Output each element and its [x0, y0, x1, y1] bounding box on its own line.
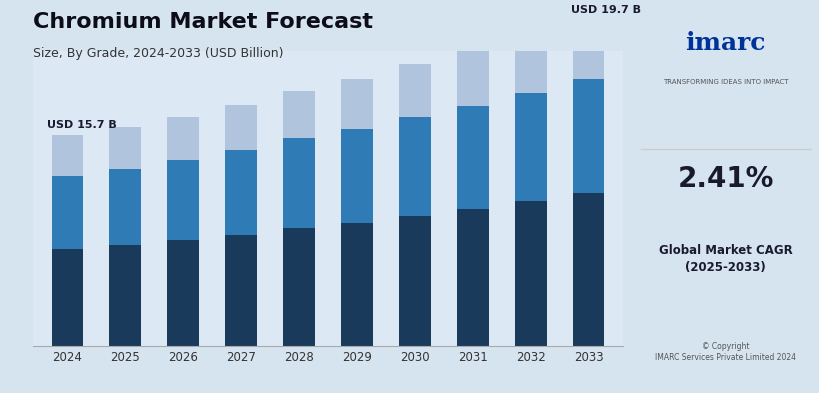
Bar [514, 201, 545, 346]
Bar [110, 245, 141, 346]
Bar [52, 136, 84, 176]
Bar [398, 216, 430, 346]
Bar [52, 176, 84, 250]
Bar [341, 79, 373, 129]
Bar [398, 117, 430, 216]
Bar [110, 169, 141, 245]
Text: USD 19.7 B: USD 19.7 B [570, 5, 640, 15]
Text: 2.41%: 2.41% [676, 165, 773, 193]
Bar [167, 117, 199, 160]
Bar [456, 51, 488, 106]
Bar [514, 93, 545, 201]
Text: TRANSFORMING IDEAS INTO IMPACT: TRANSFORMING IDEAS INTO IMPACT [662, 79, 788, 84]
Bar [341, 222, 373, 346]
Bar [283, 138, 314, 228]
Bar [225, 105, 257, 150]
Bar [456, 209, 488, 346]
Text: Size, By Grade, 2024-2033 (USD Billion): Size, By Grade, 2024-2033 (USD Billion) [33, 47, 283, 60]
Bar [52, 250, 84, 346]
Bar [283, 228, 314, 346]
Bar [341, 129, 373, 222]
Text: USD 15.7 B: USD 15.7 B [48, 120, 117, 130]
Bar [225, 235, 257, 346]
Bar [456, 106, 488, 209]
Bar [572, 79, 604, 193]
Bar [514, 35, 545, 93]
Text: imarc: imarc [685, 31, 765, 55]
Bar [398, 64, 430, 117]
Text: Chromium Market Forecast: Chromium Market Forecast [33, 12, 373, 32]
Bar [167, 160, 199, 240]
Bar [225, 150, 257, 235]
Text: Global Market CAGR
(2025-2033): Global Market CAGR (2025-2033) [658, 244, 792, 274]
Text: © Copyright
IMARC Services Private Limited 2024: © Copyright IMARC Services Private Limit… [654, 342, 795, 362]
Bar [572, 19, 604, 79]
Bar [167, 240, 199, 346]
Bar [572, 193, 604, 346]
Bar [283, 91, 314, 138]
Bar [110, 127, 141, 169]
